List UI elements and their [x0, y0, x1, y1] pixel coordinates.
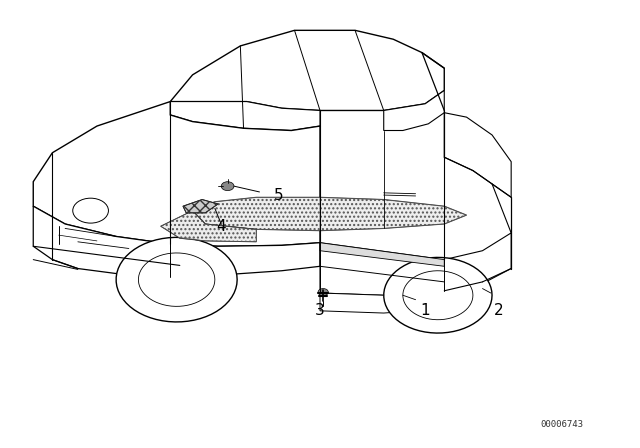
- Circle shape: [221, 182, 234, 190]
- Text: 4: 4: [216, 219, 226, 234]
- Polygon shape: [183, 199, 218, 213]
- Text: 1: 1: [420, 303, 430, 319]
- Circle shape: [318, 289, 328, 296]
- Text: 2: 2: [493, 303, 503, 319]
- Polygon shape: [170, 30, 444, 111]
- Text: 5: 5: [274, 188, 284, 202]
- Polygon shape: [320, 291, 444, 313]
- Polygon shape: [161, 211, 256, 242]
- Text: 00006743: 00006743: [541, 420, 584, 429]
- Polygon shape: [33, 102, 320, 246]
- Polygon shape: [193, 197, 467, 231]
- Text: 3: 3: [315, 303, 325, 319]
- Polygon shape: [116, 237, 237, 322]
- Polygon shape: [320, 243, 444, 266]
- Polygon shape: [384, 90, 444, 130]
- Polygon shape: [170, 102, 320, 130]
- Polygon shape: [384, 258, 492, 333]
- Polygon shape: [33, 206, 320, 277]
- Polygon shape: [320, 233, 511, 295]
